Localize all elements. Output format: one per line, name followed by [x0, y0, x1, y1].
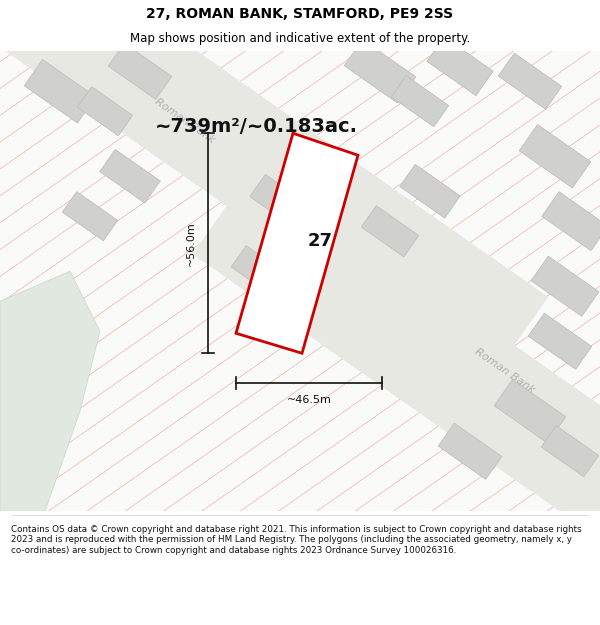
Polygon shape	[250, 174, 310, 228]
Text: 27: 27	[308, 232, 332, 250]
Polygon shape	[236, 133, 358, 353]
Polygon shape	[542, 192, 600, 251]
Polygon shape	[361, 206, 419, 257]
Text: Contains OS data © Crown copyright and database right 2021. This information is : Contains OS data © Crown copyright and d…	[11, 525, 581, 555]
Text: 27, ROMAN BANK, STAMFORD, PE9 2SS: 27, ROMAN BANK, STAMFORD, PE9 2SS	[146, 8, 454, 21]
Polygon shape	[108, 43, 172, 99]
Polygon shape	[231, 246, 289, 297]
Text: ~739m²/~0.183ac.: ~739m²/~0.183ac.	[155, 117, 358, 136]
Polygon shape	[193, 164, 600, 598]
Polygon shape	[427, 37, 493, 96]
Polygon shape	[62, 192, 118, 241]
Polygon shape	[531, 256, 599, 316]
Polygon shape	[24, 59, 96, 123]
Polygon shape	[77, 87, 133, 136]
Polygon shape	[519, 124, 591, 188]
Text: ~46.5m: ~46.5m	[287, 395, 331, 405]
Polygon shape	[0, 0, 548, 387]
Polygon shape	[400, 164, 460, 218]
Polygon shape	[100, 149, 160, 203]
Polygon shape	[498, 53, 562, 109]
Polygon shape	[541, 426, 599, 477]
Polygon shape	[0, 271, 100, 511]
Polygon shape	[391, 76, 449, 127]
Polygon shape	[494, 379, 566, 443]
Text: Roman Bank: Roman Bank	[473, 347, 537, 396]
Text: ~56.0m: ~56.0m	[186, 221, 196, 266]
Polygon shape	[528, 313, 592, 369]
Text: Map shows position and indicative extent of the property.: Map shows position and indicative extent…	[130, 32, 470, 45]
Polygon shape	[438, 423, 502, 479]
Polygon shape	[344, 39, 416, 103]
Text: Roman Bank: Roman Bank	[153, 97, 217, 146]
